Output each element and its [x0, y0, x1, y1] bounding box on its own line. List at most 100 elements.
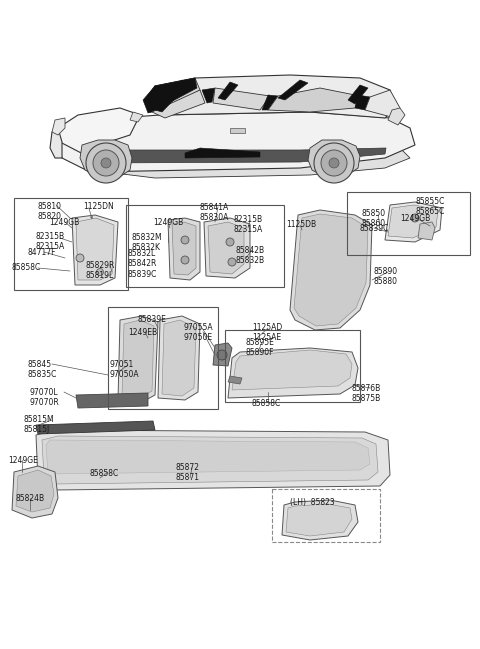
Polygon shape: [418, 222, 435, 240]
Polygon shape: [355, 95, 370, 110]
Polygon shape: [145, 75, 395, 118]
Polygon shape: [228, 348, 358, 398]
Text: 85855C
85865C: 85855C 85865C: [415, 197, 444, 216]
Polygon shape: [36, 430, 390, 490]
Text: 85815M
85815J: 85815M 85815J: [24, 415, 55, 434]
Polygon shape: [143, 78, 197, 113]
Text: 85876B
85875B: 85876B 85875B: [352, 384, 381, 404]
Text: 85832L
85842R
85839C: 85832L 85842R 85839C: [128, 249, 157, 279]
Polygon shape: [388, 205, 438, 238]
Text: 85858C: 85858C: [90, 469, 119, 478]
Circle shape: [217, 350, 227, 360]
Polygon shape: [213, 88, 270, 110]
Polygon shape: [308, 140, 360, 177]
Text: 85839E: 85839E: [138, 315, 167, 324]
Polygon shape: [72, 215, 118, 285]
Text: (LH)  85823: (LH) 85823: [290, 498, 335, 507]
Text: 85858C: 85858C: [252, 399, 281, 408]
Text: 85824B: 85824B: [16, 494, 45, 503]
Circle shape: [93, 150, 119, 176]
Polygon shape: [204, 218, 250, 278]
Text: 85829R
85819L: 85829R 85819L: [86, 261, 115, 280]
Circle shape: [96, 269, 104, 275]
Polygon shape: [80, 140, 132, 178]
Bar: [126, 205, 284, 287]
Polygon shape: [76, 393, 148, 408]
Text: 1249GB: 1249GB: [153, 218, 183, 227]
Text: 1125AD
1125AE: 1125AD 1125AE: [252, 323, 282, 343]
Polygon shape: [130, 112, 143, 122]
Text: 97070L
97070R: 97070L 97070R: [30, 388, 60, 408]
Text: 82315B
82315A: 82315B 82315A: [234, 215, 263, 234]
Polygon shape: [145, 78, 200, 112]
Polygon shape: [365, 90, 400, 118]
Polygon shape: [290, 210, 372, 330]
Polygon shape: [294, 214, 368, 326]
Circle shape: [329, 158, 339, 168]
Polygon shape: [85, 143, 410, 178]
Text: 85850
85860: 85850 85860: [362, 209, 386, 228]
Polygon shape: [50, 128, 62, 158]
Polygon shape: [12, 466, 58, 518]
Text: 1249EB: 1249EB: [128, 328, 157, 337]
Polygon shape: [282, 500, 358, 540]
Text: 85872
85871: 85872 85871: [175, 463, 199, 482]
Polygon shape: [162, 320, 196, 396]
Text: 1249GE: 1249GE: [8, 456, 38, 465]
Circle shape: [411, 214, 419, 222]
Polygon shape: [42, 436, 378, 484]
Polygon shape: [348, 85, 368, 104]
Text: 85832M
85832K: 85832M 85832K: [132, 233, 163, 252]
Circle shape: [228, 258, 236, 266]
Polygon shape: [385, 202, 442, 242]
Text: 97055A
97050E: 97055A 97050E: [184, 323, 214, 343]
Bar: [347, 192, 470, 255]
Polygon shape: [122, 320, 154, 398]
Bar: [225, 330, 360, 402]
Polygon shape: [58, 108, 140, 155]
Polygon shape: [58, 112, 415, 172]
Polygon shape: [232, 350, 352, 390]
Polygon shape: [202, 88, 215, 103]
Circle shape: [86, 143, 126, 183]
Circle shape: [101, 158, 111, 168]
Text: 85845
85835C: 85845 85835C: [28, 360, 58, 380]
Circle shape: [76, 254, 84, 262]
Polygon shape: [152, 90, 205, 118]
Polygon shape: [268, 88, 360, 112]
Bar: [108, 307, 218, 409]
Polygon shape: [208, 222, 244, 274]
Text: 1125DN: 1125DN: [83, 202, 114, 211]
Polygon shape: [46, 440, 370, 474]
Circle shape: [181, 256, 189, 264]
Polygon shape: [388, 108, 405, 125]
Text: 85839C: 85839C: [360, 224, 389, 233]
Text: 84717F: 84717F: [28, 248, 57, 257]
Polygon shape: [118, 316, 158, 402]
Polygon shape: [36, 421, 155, 434]
Polygon shape: [218, 82, 238, 100]
Polygon shape: [155, 80, 190, 112]
Text: 1249GB: 1249GB: [400, 214, 430, 223]
Polygon shape: [172, 222, 196, 275]
Circle shape: [226, 238, 234, 246]
Polygon shape: [286, 504, 352, 536]
Polygon shape: [228, 376, 242, 384]
Text: 85895E
85890F: 85895E 85890F: [245, 338, 274, 358]
Polygon shape: [230, 128, 245, 133]
Polygon shape: [76, 218, 114, 280]
Circle shape: [314, 143, 354, 183]
Polygon shape: [168, 218, 200, 280]
Bar: [14, 198, 128, 290]
Text: 85858C: 85858C: [12, 263, 41, 272]
Circle shape: [181, 236, 189, 244]
Text: 85890
85880: 85890 85880: [374, 267, 398, 286]
Polygon shape: [262, 95, 278, 110]
Text: 1125DB: 1125DB: [286, 220, 316, 229]
Text: 1249GB: 1249GB: [49, 218, 79, 227]
Text: 97051
97050A: 97051 97050A: [110, 360, 140, 380]
Polygon shape: [90, 148, 386, 163]
Text: 85810
85820: 85810 85820: [37, 202, 61, 221]
Text: 85841A
85830A: 85841A 85830A: [200, 203, 229, 223]
Polygon shape: [16, 470, 54, 512]
